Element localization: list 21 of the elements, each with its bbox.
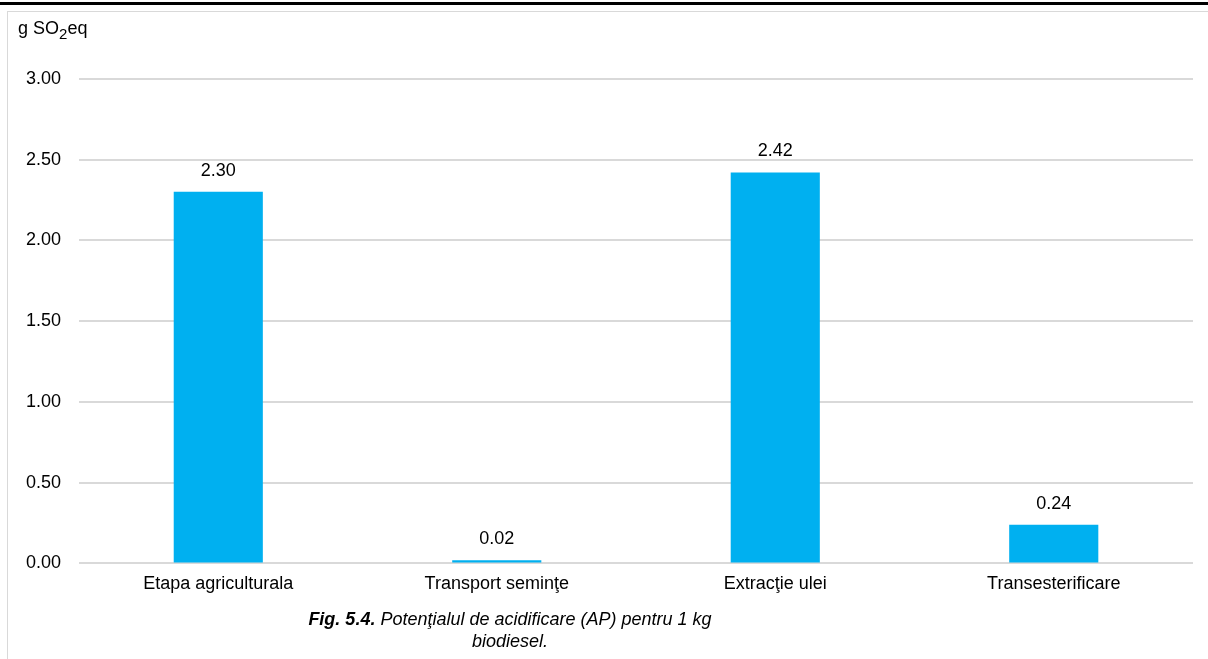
bar (1009, 524, 1099, 563)
text: Potenţialul de acidificare (AP) pentru 1 kg biodiesel. (380, 609, 712, 651)
x-tick-label: Transesterificare (987, 573, 1121, 594)
y-axis-title: g SO$_{2}$eq (18, 18, 88, 42)
y-tick-label: 2.50 (25, 148, 62, 169)
y-tick-label: 1.00 (25, 390, 62, 411)
y-tick-label: 1.50 (25, 310, 62, 331)
data-label: 2.30 (200, 159, 236, 180)
data-label: 0.24 (1036, 492, 1072, 513)
y-tick-label: 2.00 (25, 229, 62, 250)
y-tick-label: 0.00 (25, 552, 62, 573)
bar (730, 172, 820, 563)
x-tick-label: Transport seminţe (424, 573, 569, 594)
y-tick-label: 0.50 (25, 471, 62, 492)
data-label: 0.02 (479, 528, 515, 549)
x-tick-label: Extracţie ulei (723, 573, 827, 594)
y-tick-label: 3.00 (25, 67, 62, 88)
x-tick-label: Etapa agriculturala (143, 573, 295, 594)
caption: Fig. 5.4. (308, 609, 376, 629)
bar (173, 191, 263, 563)
data-label: 2.42 (757, 140, 793, 161)
